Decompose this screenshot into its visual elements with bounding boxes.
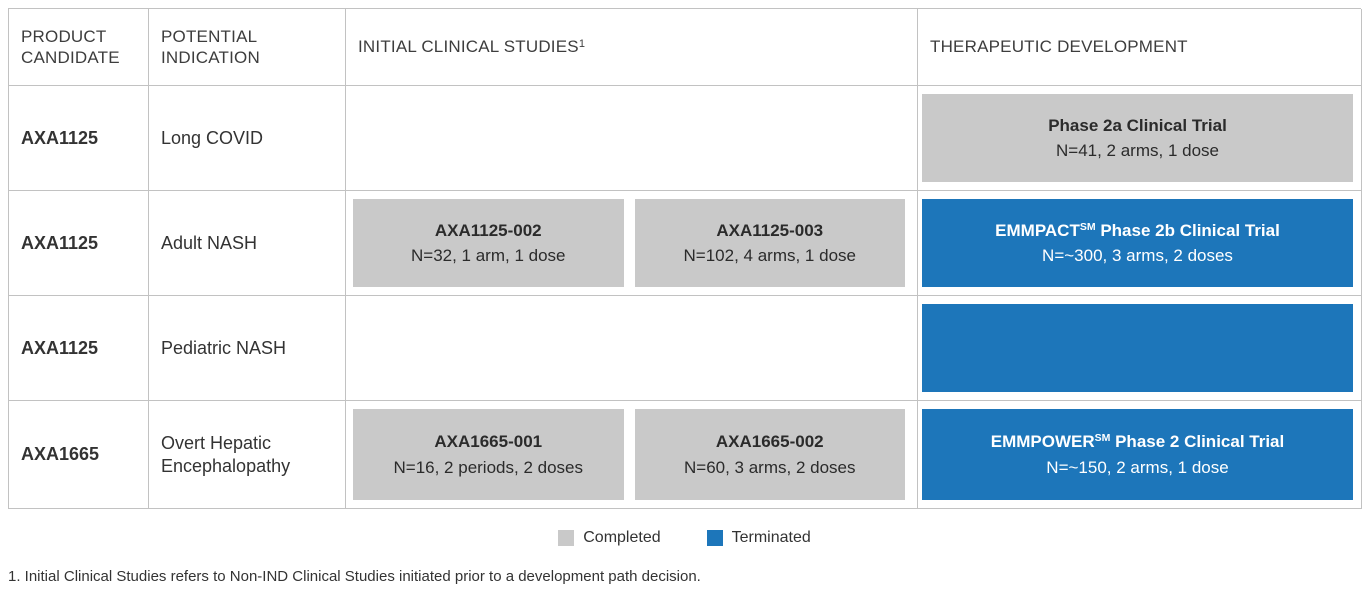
trial-subtitle: N=~150, 2 arms, 1 dose — [1046, 457, 1229, 477]
trial-title-rest: Phase 2 Clinical Trial — [1110, 432, 1285, 451]
column-header-potential-indication: POTENTIAL INDICATION — [149, 9, 346, 86]
footnote: 1. Initial Clinical Studies refers to No… — [8, 568, 701, 585]
product-cell: AXA1125 — [9, 191, 149, 296]
study-box-completed: AXA1125-002 N=32, 1 arm, 1 dose — [353, 199, 624, 287]
therapeutic-development-cell: EMMPOWERSM Phase 2 Clinical Trial N=~150… — [918, 401, 1362, 509]
completed-swatch-icon — [558, 530, 575, 546]
indication-cell: Adult NASH — [149, 191, 346, 296]
footnote-marker: 1 — [578, 38, 585, 51]
therapeutic-development-cell: Phase 2a Clinical Trial N=41, 2 arms, 1 … — [918, 86, 1362, 191]
indication-cell: Overt Hepatic Encephalopathy — [149, 401, 346, 509]
initial-studies-cell-empty — [346, 296, 918, 401]
column-header-text: INITIAL CLINICAL STUDIES — [358, 37, 579, 57]
product-cell: AXA1665 — [9, 401, 149, 509]
column-header-initial-clinical-studies: INITIAL CLINICAL STUDIES1 — [346, 9, 918, 86]
trial-title-rest: Phase 2b Clinical Trial — [1095, 220, 1280, 240]
column-header-label: POTENTIAL INDICATION — [161, 26, 260, 67]
study-box-completed: AXA1125-003 N=102, 4 arms, 1 dose — [634, 199, 905, 287]
column-header-label: PRODUCT CANDIDATE — [21, 26, 120, 67]
study-box-completed: AXA1665-001 N=16, 2 periods, 2 doses — [353, 409, 624, 500]
product-cell: AXA1125 — [9, 296, 149, 401]
therapeutic-development-cell — [918, 296, 1362, 401]
initial-studies-cell: AXA1125-002 N=32, 1 arm, 1 dose AXA1125-… — [346, 191, 918, 296]
trial-title: Phase 2a Clinical Trial — [1048, 113, 1227, 139]
trial-title: EMMPACTSM Phase 2b Clinical Trial — [995, 218, 1280, 244]
trial-title: EMMPOWERSM Phase 2 Clinical Trial — [991, 429, 1285, 455]
legend-item-completed: Completed — [558, 529, 661, 547]
study-name: AXA1665-001 — [434, 432, 543, 451]
clinical-pipeline-table: PRODUCT CANDIDATE POTENTIAL INDICATION I… — [8, 8, 1362, 509]
study-details: N=102, 4 arms, 1 dose — [683, 246, 856, 265]
trial-subtitle: N=41, 2 arms, 1 dose — [1055, 141, 1219, 160]
study-name: AXA1665-002 — [715, 432, 824, 451]
product-cell: AXA1125 — [9, 86, 149, 191]
indication-cell: Long COVID — [149, 86, 346, 191]
study-name: AXA1125-002 — [434, 220, 542, 240]
study-name: AXA1125-003 — [716, 220, 824, 240]
study-details: N=32, 1 arm, 1 dose — [410, 246, 566, 265]
trademark-sup: SM — [1079, 220, 1096, 233]
column-header-label: INITIAL CLINICAL STUDIES1 — [358, 36, 585, 57]
trademark-sup: SM — [1094, 432, 1111, 444]
initial-studies-cell-empty — [346, 86, 918, 191]
legend-item-terminated: Terminated — [706, 529, 811, 547]
trial-box-completed: Phase 2a Clinical Trial N=41, 2 arms, 1 … — [922, 94, 1353, 182]
trial-subtitle: N=~300, 3 arms, 2 doses — [1042, 246, 1233, 265]
trial-title-text: EMMPACT — [995, 220, 1080, 240]
column-header-product-candidate: PRODUCT CANDIDATE — [9, 9, 149, 86]
trial-title-text: EMMPOWER — [990, 432, 1095, 451]
legend: Completed Terminated — [0, 529, 1369, 547]
initial-studies-cell: AXA1665-001 N=16, 2 periods, 2 doses AXA… — [346, 401, 918, 509]
column-header-therapeutic-development: THERAPEUTIC DEVELOPMENT — [918, 9, 1362, 86]
indication-cell: Pediatric NASH — [149, 296, 346, 401]
therapeutic-development-cell: EMMPACTSM Phase 2b Clinical Trial N=~300… — [918, 191, 1362, 296]
study-box-completed: AXA1665-002 N=60, 3 arms, 2 doses — [634, 409, 905, 500]
study-details: N=16, 2 periods, 2 doses — [393, 457, 583, 477]
terminated-swatch-icon — [706, 530, 723, 546]
legend-label: Terminated — [731, 529, 811, 546]
column-header-label: THERAPEUTIC DEVELOPMENT — [930, 37, 1188, 57]
trial-title-text: Phase 2a Clinical Trial — [1048, 115, 1227, 135]
legend-label: Completed — [583, 529, 661, 546]
trial-box-terminated: EMMPOWERSM Phase 2 Clinical Trial N=~150… — [922, 409, 1353, 500]
study-details: N=60, 3 arms, 2 doses — [683, 457, 856, 477]
trial-box-terminated-empty — [922, 304, 1353, 392]
trial-box-terminated: EMMPACTSM Phase 2b Clinical Trial N=~300… — [922, 199, 1353, 287]
